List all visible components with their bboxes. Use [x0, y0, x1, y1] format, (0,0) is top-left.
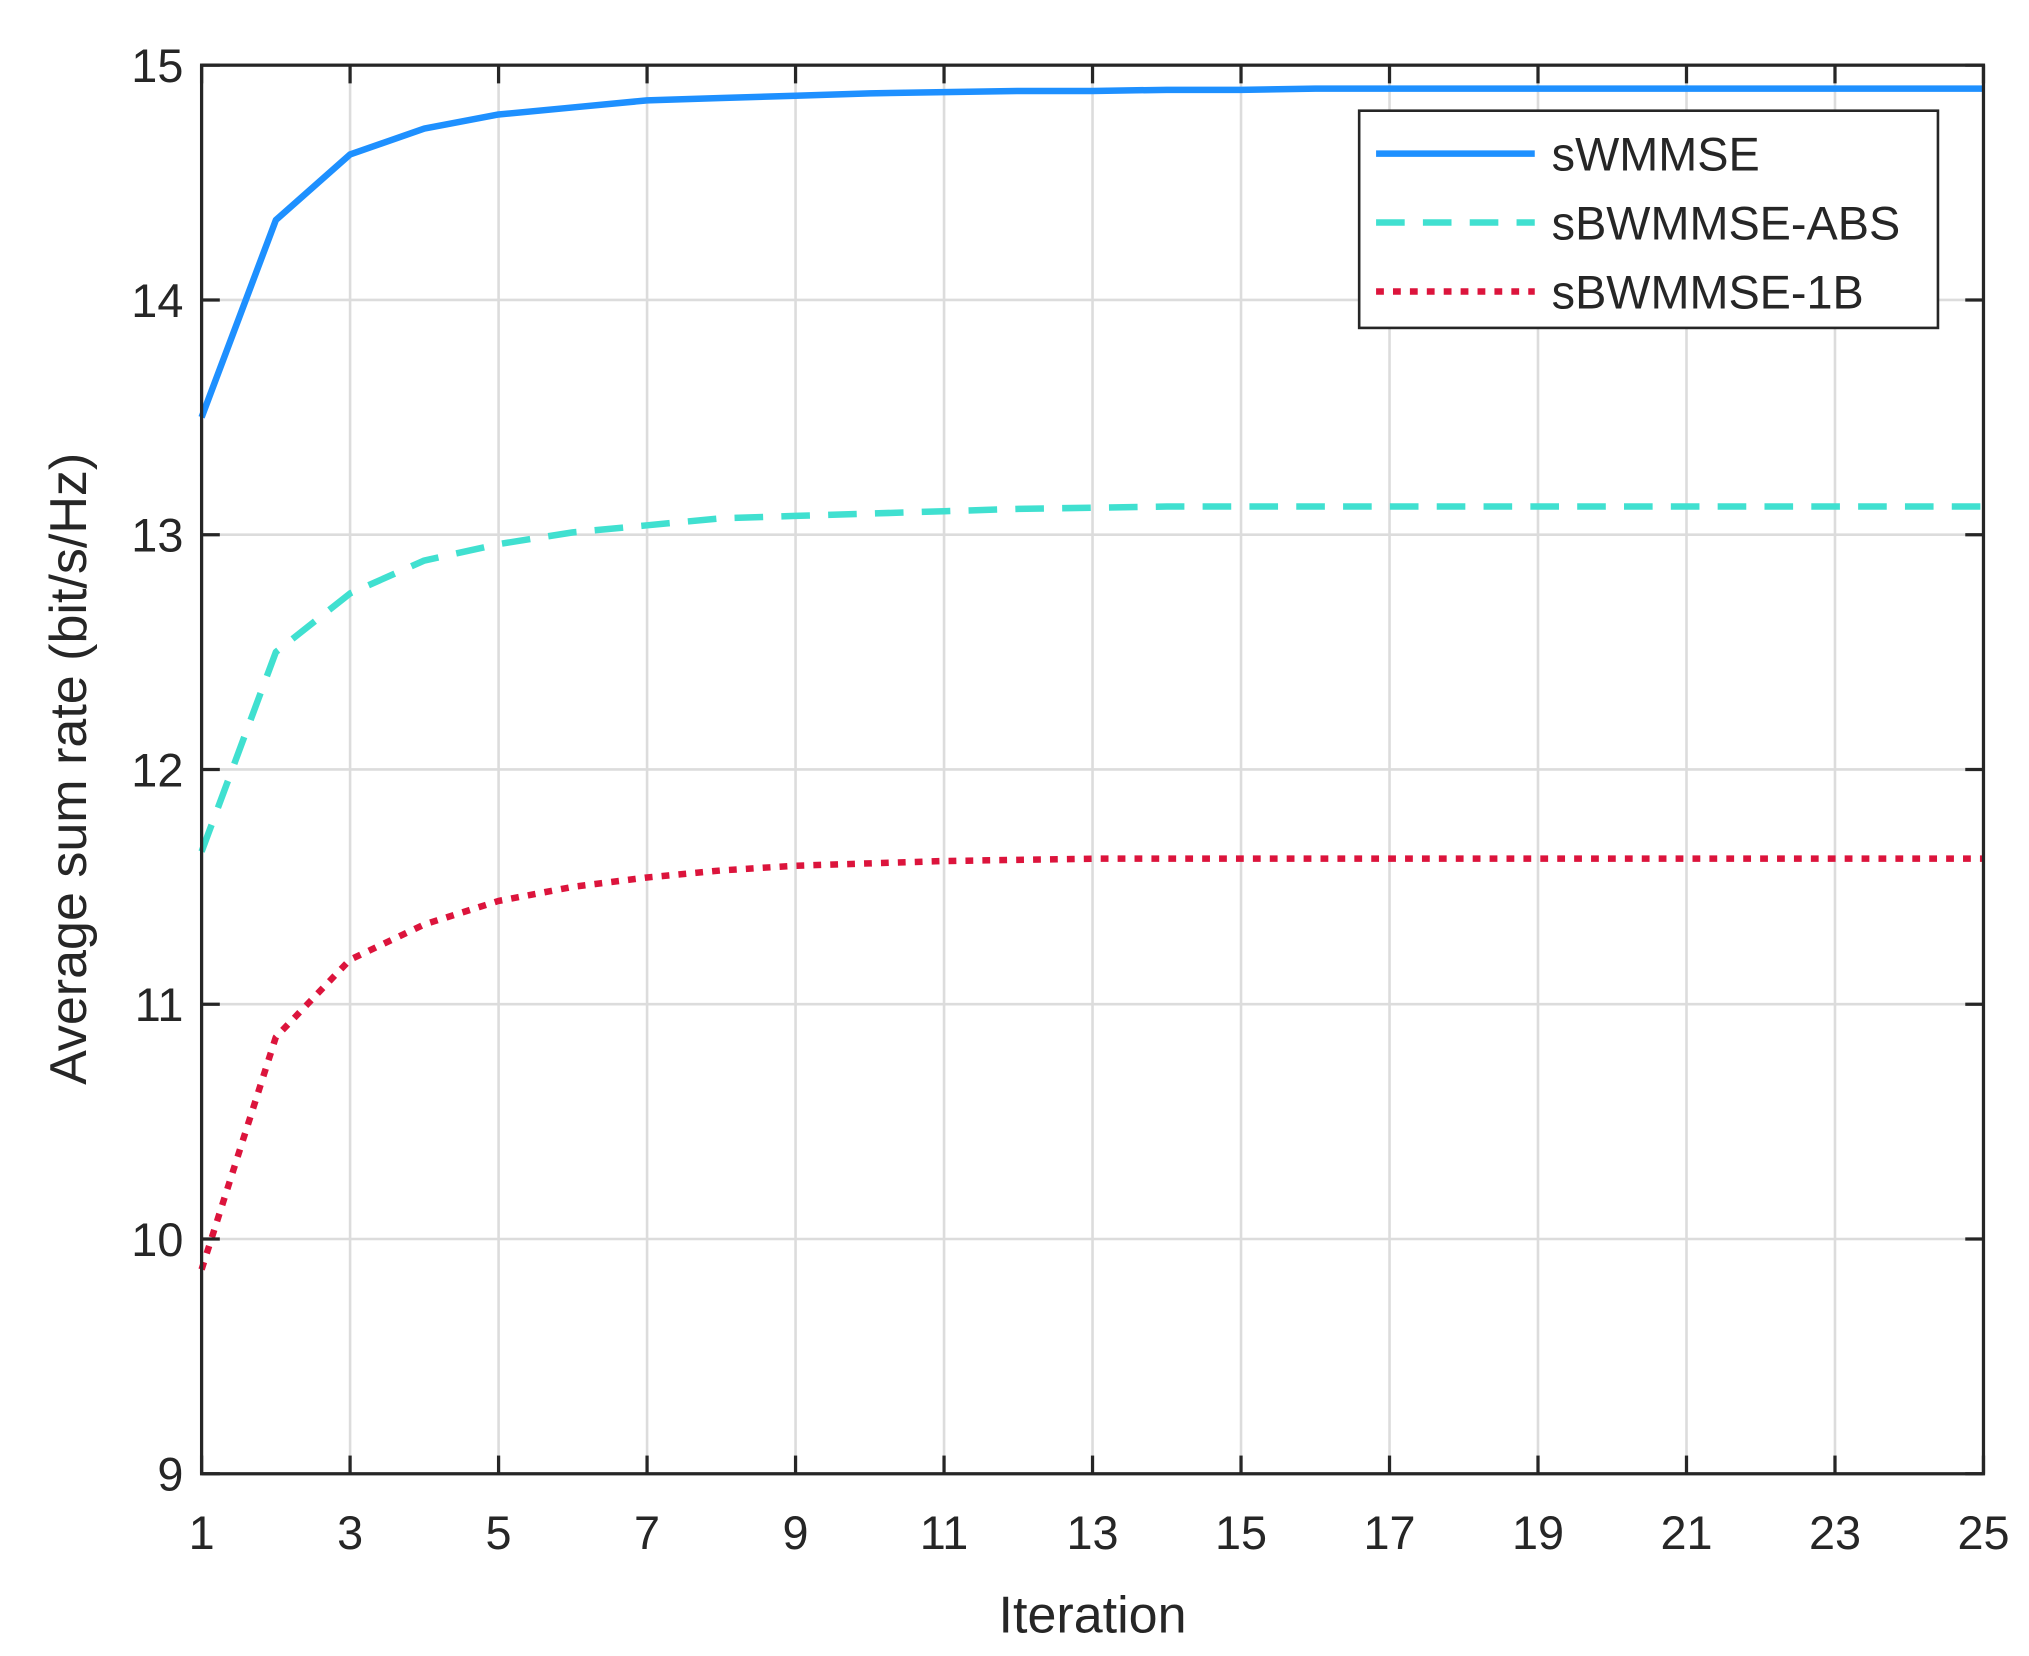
- x-tick-label: 11: [920, 1507, 969, 1559]
- series-line-sbwmmse-abs: [198, 503, 1984, 853]
- y-tick-label: 11: [135, 979, 184, 1031]
- y-tick-label: 10: [131, 1214, 183, 1266]
- x-tick-label: 1: [189, 1507, 215, 1559]
- y-tick-label: 13: [131, 510, 183, 562]
- legend-box: [1357, 109, 1940, 330]
- x-axis-label: Iteration: [999, 1586, 1187, 1644]
- x-tick-label: 23: [1809, 1507, 1861, 1559]
- x-tick-label: 5: [486, 1507, 512, 1559]
- x-tick-label: 25: [1957, 1507, 2009, 1559]
- x-tick-label: 17: [1363, 1507, 1415, 1559]
- y-tick-label: 12: [131, 744, 183, 796]
- legend-label: sWMMSE: [1552, 129, 1760, 181]
- x-tick-label: 13: [1066, 1507, 1118, 1559]
- y-axis-label: Average sum rate (bit/s/Hz): [40, 453, 98, 1085]
- x-tick-label: 7: [634, 1507, 660, 1559]
- x-tick-label: 9: [783, 1507, 809, 1559]
- legend: sWMMSE sBWMMSE-ABS sBWMMSE-1B: [1357, 109, 1940, 330]
- x-tick-label: 15: [1215, 1507, 1267, 1559]
- x-tick-label: 19: [1512, 1507, 1564, 1559]
- x-tick-label: 21: [1660, 1507, 1712, 1559]
- series-lines: [198, 85, 1984, 1271]
- y-tick-label: 15: [131, 40, 183, 92]
- series-line-sbwmmse-1b: [198, 855, 1984, 1271]
- y-tick-label: 14: [131, 275, 183, 327]
- series-line-swmmse: [198, 85, 1984, 419]
- legend-label: sBWMMSE-1B: [1552, 266, 1864, 318]
- legend-label: sBWMMSE-ABS: [1552, 197, 1901, 249]
- x-tick-label: 3: [337, 1507, 363, 1559]
- y-tick-label: 9: [157, 1449, 183, 1501]
